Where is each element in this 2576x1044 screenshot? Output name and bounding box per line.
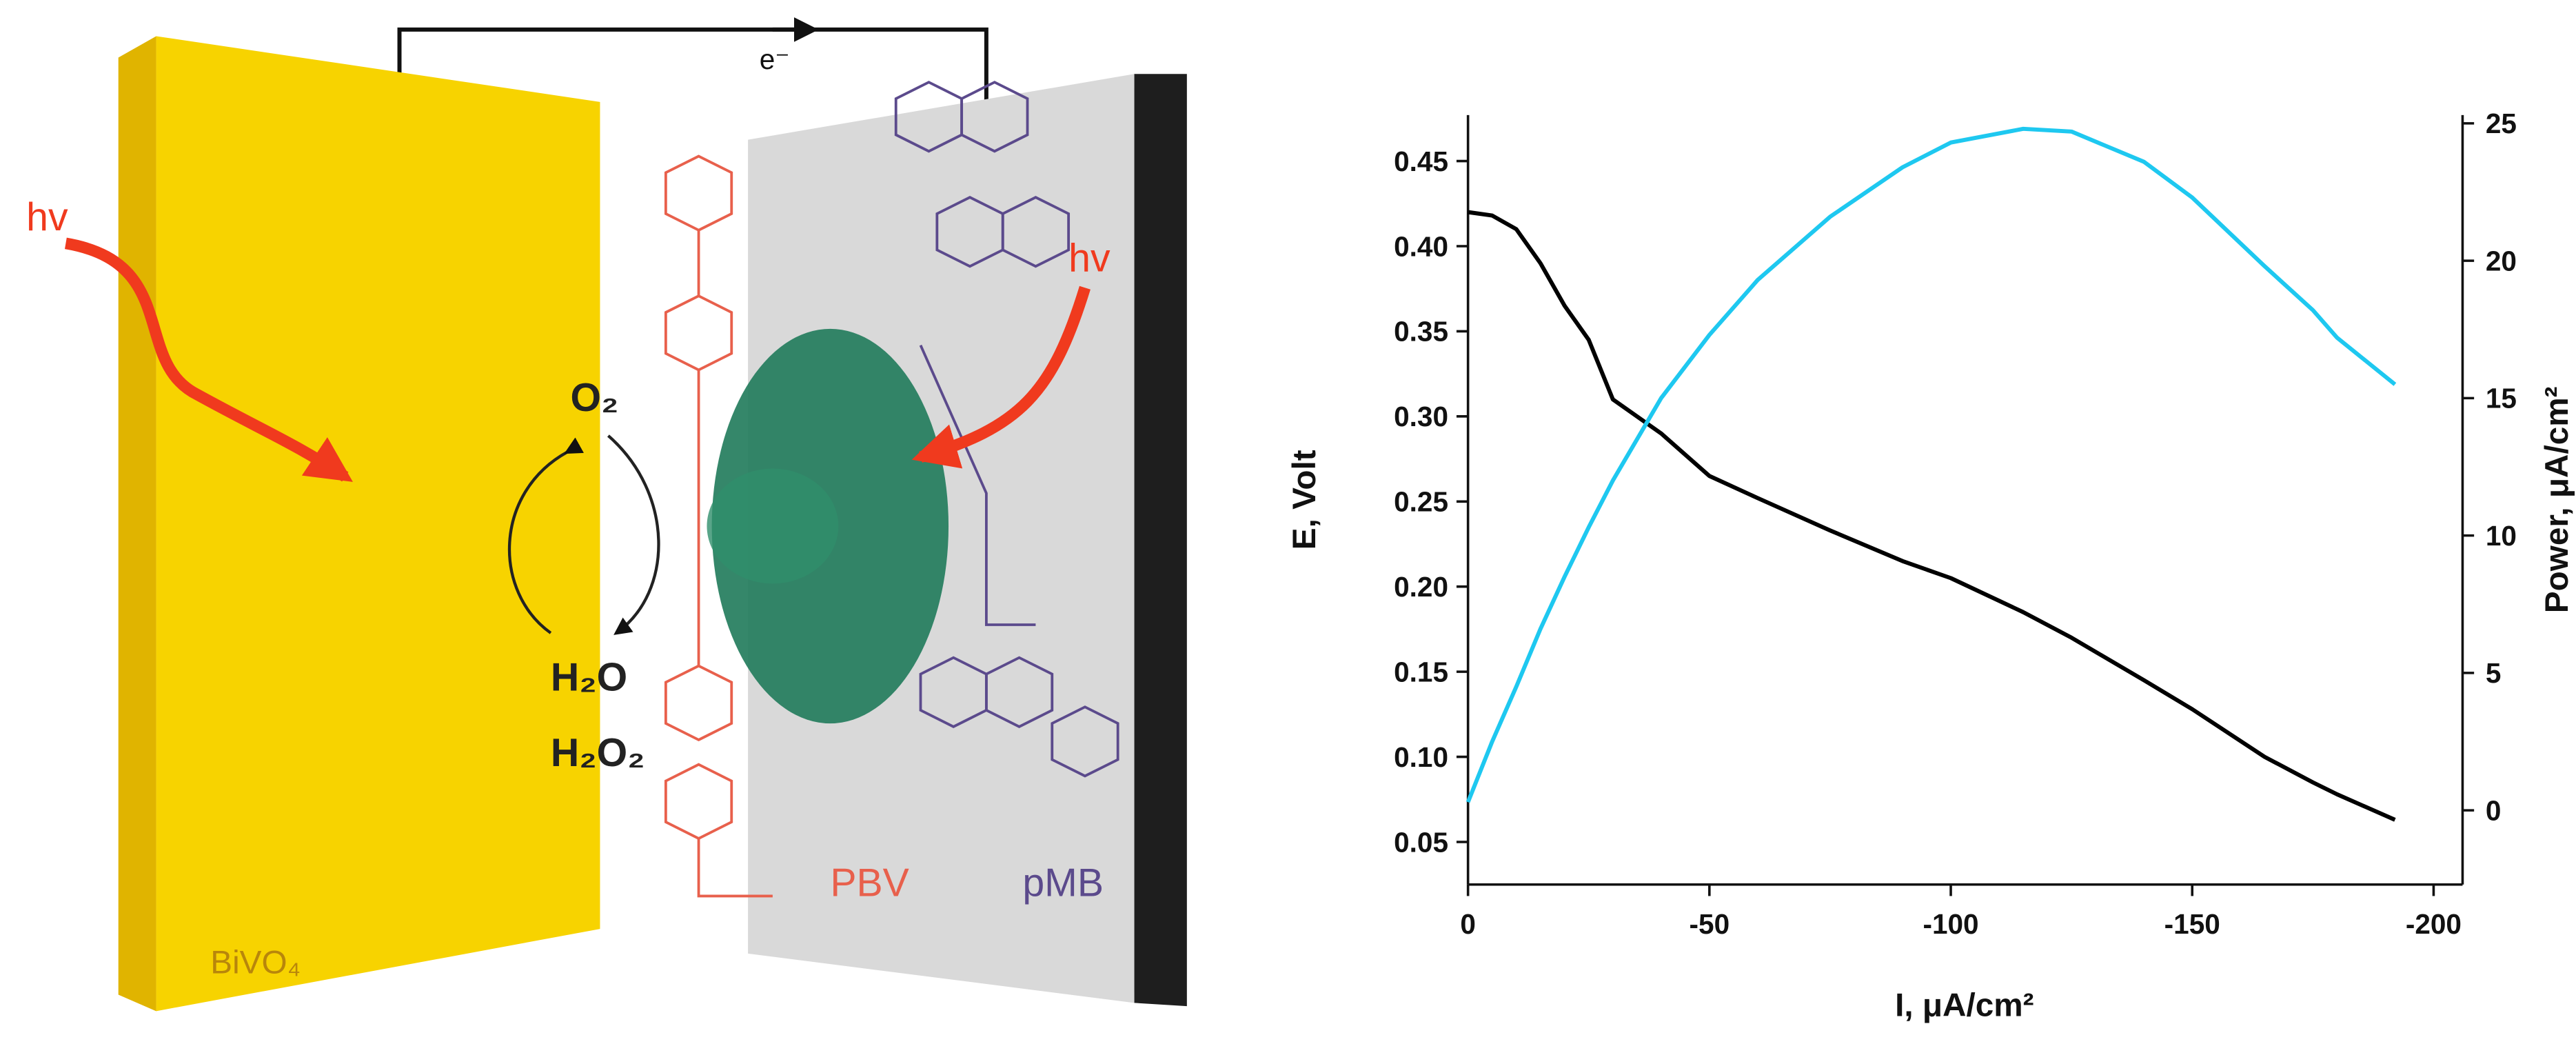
y2-tick-label: 15	[2486, 383, 2517, 414]
electron-label: e⁻	[760, 43, 790, 75]
anode-label: BiVO₄	[210, 944, 301, 981]
y2-tick-label: 10	[2486, 520, 2517, 552]
light-arrow	[64, 237, 353, 482]
chart: I, μA/cm² E, Volt Power, μA/cm² 0 -50 -100…	[1286, 108, 2575, 1023]
data-line	[1468, 210, 2396, 822]
pmb-label: pMB	[1022, 861, 1104, 905]
cathode-side	[1134, 74, 1187, 1007]
x-tick-label: 0	[1460, 908, 1476, 940]
y-tick-label: 0.15	[1394, 656, 1448, 687]
protein-part	[707, 468, 839, 584]
x-tick-label: -200	[2406, 908, 2462, 940]
x-tick-label: -100	[1923, 908, 1978, 940]
anode-side	[118, 36, 156, 1012]
cycle-arrow	[607, 434, 660, 635]
light-label: hv	[1068, 236, 1110, 280]
light-arrow	[911, 285, 1091, 469]
y2-tick-label: 25	[2486, 108, 2517, 139]
y-tick-label: 0.10	[1394, 741, 1448, 773]
y-tick-label: 0.30	[1394, 401, 1448, 432]
y-tick-label: 0.20	[1394, 571, 1448, 603]
y-tick-label: 0.40	[1394, 230, 1448, 262]
pbv-label: PBV	[830, 861, 909, 905]
cycle-arrow	[507, 437, 585, 634]
pmb-molecules	[894, 81, 1119, 778]
wire	[397, 27, 988, 102]
data-line	[1466, 126, 2397, 803]
y2-tick-label: 5	[2486, 657, 2502, 689]
y-tick-label: 0.25	[1394, 486, 1448, 518]
y-tick-label: 0.05	[1394, 826, 1448, 858]
x-tick-label: -50	[1690, 908, 1730, 940]
light-label: hv	[26, 195, 68, 239]
diagram: e⁻ BiVO₄ hv hv O₂ H₂O H₂O	[26, 17, 1187, 1012]
anode	[156, 36, 600, 1012]
y-tick-label: 0.45	[1394, 145, 1448, 177]
y-tick-label: 0.35	[1394, 316, 1448, 348]
y-axis-label: E, Volt	[1286, 450, 1323, 550]
y2-tick-label: 20	[2486, 245, 2517, 277]
x-axis-label: I, μA/cm²	[1895, 987, 2034, 1023]
water-label: H₂O	[551, 655, 627, 699]
oxygen-label: O₂	[571, 376, 619, 420]
pbv-molecules	[664, 154, 773, 898]
peroxide-label: H₂O₂	[551, 731, 645, 775]
y2-tick-label: 0	[2486, 794, 2502, 826]
x-tick-label: -150	[2164, 908, 2220, 940]
y2-axis-label: Power, μA/cm²	[2539, 387, 2575, 614]
